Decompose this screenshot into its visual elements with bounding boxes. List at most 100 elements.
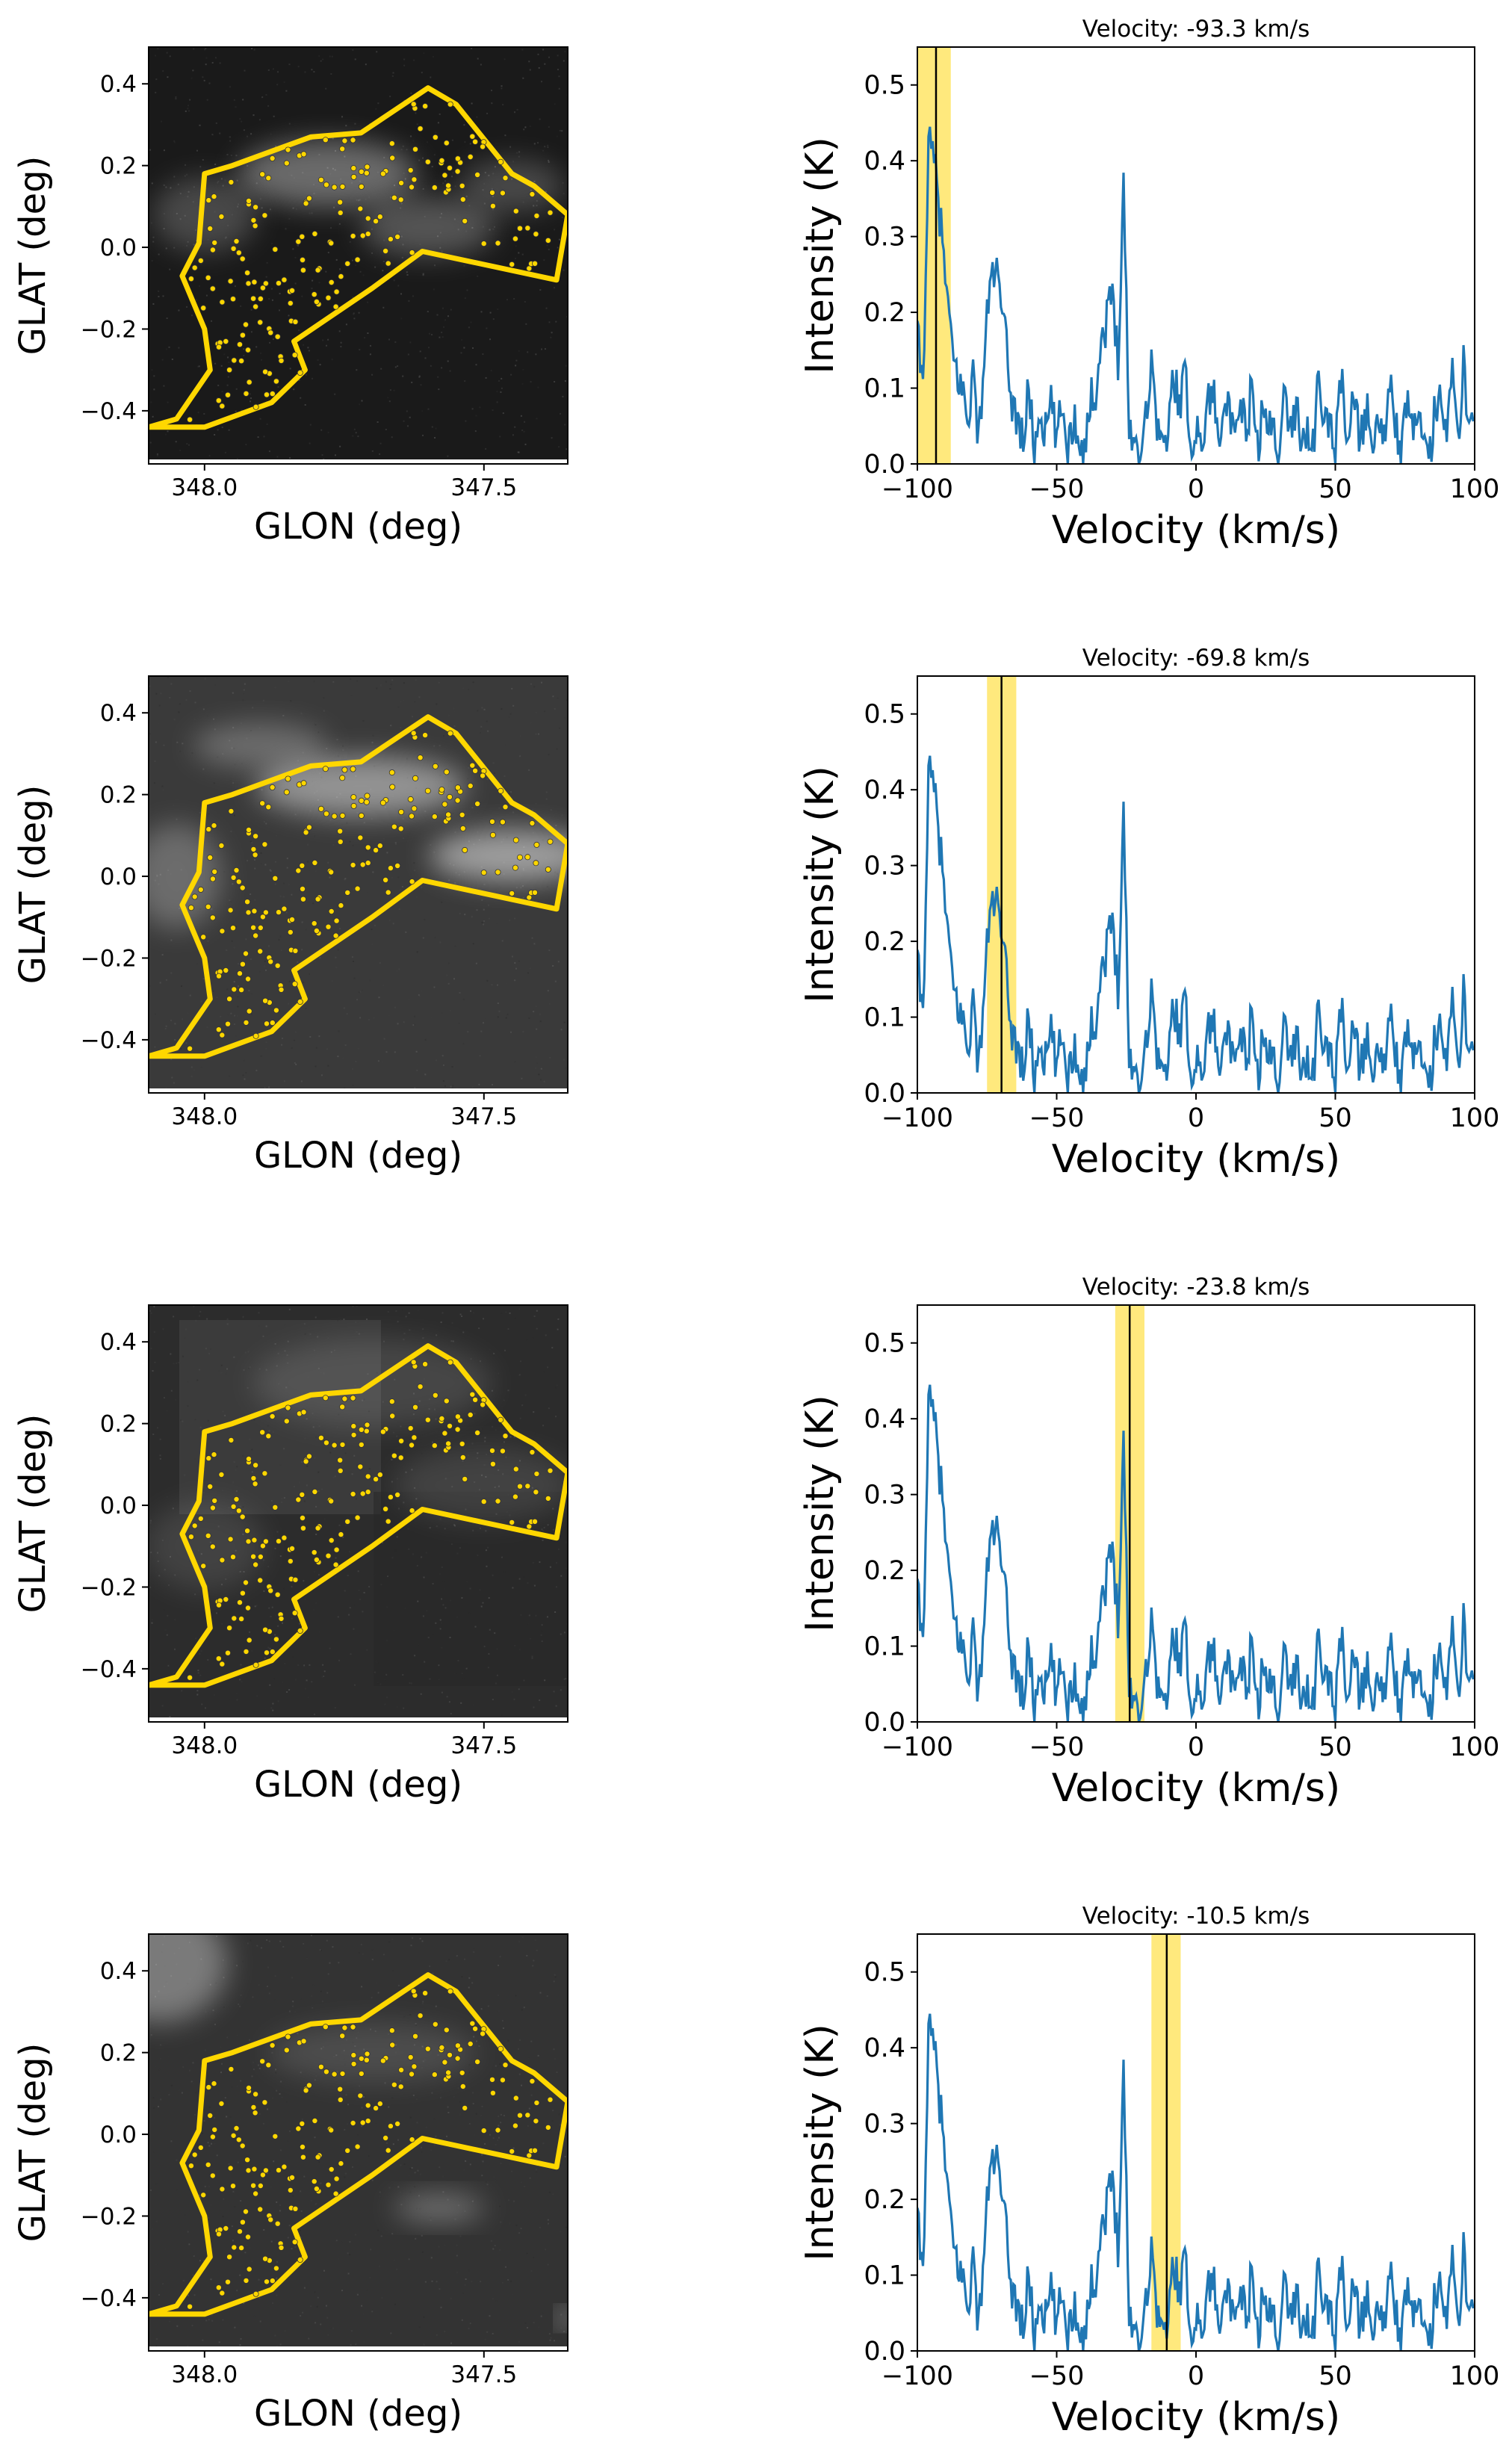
source-marker xyxy=(358,812,365,819)
x-tick-label: 50 xyxy=(1319,2361,1352,2391)
source-marker xyxy=(259,2172,266,2178)
source-marker xyxy=(267,2216,274,2223)
x-tick-label: 347.5 xyxy=(450,1103,517,1130)
source-marker xyxy=(215,1026,222,1033)
source-marker xyxy=(350,2060,357,2067)
x-tick-label: 50 xyxy=(1319,474,1352,504)
source-marker xyxy=(287,1558,294,1564)
source-marker xyxy=(313,1556,320,1563)
source-marker xyxy=(377,1472,383,1478)
y-tick-label: 0.2 xyxy=(864,2185,905,2215)
source-marker xyxy=(432,134,439,140)
y-tick-label: 0.4 xyxy=(864,2033,905,2063)
source-marker xyxy=(365,215,371,222)
source-marker xyxy=(439,157,445,164)
source-marker xyxy=(317,2063,324,2070)
source-marker xyxy=(215,2231,222,2237)
source-marker xyxy=(288,917,295,923)
source-marker xyxy=(262,2167,269,2174)
source-marker xyxy=(245,827,252,834)
source-marker xyxy=(211,868,218,875)
source-marker xyxy=(547,2096,554,2103)
source-marker xyxy=(524,1483,531,1490)
source-marker xyxy=(299,1515,306,1522)
x-tick-label: 100 xyxy=(1450,1103,1500,1133)
source-marker xyxy=(285,775,291,782)
x-tick-label: −100 xyxy=(882,1732,953,1762)
source-marker xyxy=(379,1428,386,1435)
source-marker xyxy=(545,1495,551,1502)
source-marker xyxy=(394,233,401,240)
y-tick-label: 0.1 xyxy=(864,2261,905,2291)
source-marker xyxy=(219,1557,226,1564)
x-axis-label: GLON (deg) xyxy=(254,1135,462,1177)
source-marker xyxy=(502,1433,509,1440)
source-marker xyxy=(311,920,317,927)
source-marker xyxy=(467,2040,474,2047)
source-marker xyxy=(223,1596,229,1602)
source-marker xyxy=(269,391,276,397)
source-marker xyxy=(200,2192,207,2199)
source-marker xyxy=(499,819,506,825)
source-marker xyxy=(219,2290,226,2296)
source-marker xyxy=(245,280,252,287)
source-marker xyxy=(365,844,371,851)
source-marker xyxy=(417,1384,424,1390)
source-marker xyxy=(205,2161,211,2168)
source-marker xyxy=(262,997,269,1004)
source-marker xyxy=(273,1636,279,1643)
y-tick-label: 0.1 xyxy=(864,374,905,404)
source-marker xyxy=(462,1475,468,1482)
source-marker xyxy=(325,294,332,301)
source-marker xyxy=(397,825,404,832)
source-marker xyxy=(218,1472,225,1478)
source-marker xyxy=(424,158,431,165)
source-marker xyxy=(299,233,306,240)
source-marker xyxy=(509,261,515,267)
source-marker xyxy=(207,1484,214,1490)
source-marker xyxy=(207,855,214,861)
source-marker xyxy=(410,101,417,108)
source-marker xyxy=(239,961,246,967)
emission-cloud xyxy=(152,177,257,252)
source-marker xyxy=(357,205,364,212)
source-marker xyxy=(512,864,518,871)
y-tick-label: 0.1 xyxy=(864,1632,905,1662)
source-marker xyxy=(243,2277,250,2284)
source-marker xyxy=(239,255,246,262)
y-tick-label: 0.0 xyxy=(864,2337,905,2367)
source-marker xyxy=(312,1489,318,1496)
source-marker xyxy=(443,2027,450,2033)
source-marker xyxy=(410,1988,417,1995)
source-marker xyxy=(257,319,264,326)
source-marker xyxy=(306,1453,312,1460)
source-marker xyxy=(533,1470,540,1477)
source-marker xyxy=(529,1449,536,1456)
source-marker xyxy=(328,869,335,876)
source-marker xyxy=(391,194,397,201)
source-marker xyxy=(364,164,371,170)
source-marker xyxy=(244,899,251,905)
y-tick-label: 0.5 xyxy=(864,1329,905,1359)
source-marker xyxy=(467,1412,474,1419)
x-tick-label: 0 xyxy=(1188,1103,1204,1133)
source-marker xyxy=(205,826,212,833)
y-tick-label: 0.0 xyxy=(864,450,905,480)
y-tick-label: −0.4 xyxy=(81,1027,137,1054)
source-marker xyxy=(299,256,306,263)
source-markers xyxy=(187,101,554,423)
source-marker xyxy=(275,2167,282,2174)
source-marker xyxy=(409,1508,415,1514)
y-tick-label: 0.0 xyxy=(864,1708,905,1738)
source-marker xyxy=(295,2125,302,2132)
source-marker xyxy=(306,824,312,831)
source-marker xyxy=(278,2244,285,2251)
source-marker xyxy=(245,909,252,916)
source-marker xyxy=(498,1416,504,1423)
source-marker xyxy=(315,267,321,273)
source-marker xyxy=(524,225,531,232)
source-marker xyxy=(200,305,207,312)
source-marker xyxy=(262,1626,269,1633)
source-marker xyxy=(297,2256,303,2263)
y-tick-label: 0.4 xyxy=(864,1404,905,1434)
